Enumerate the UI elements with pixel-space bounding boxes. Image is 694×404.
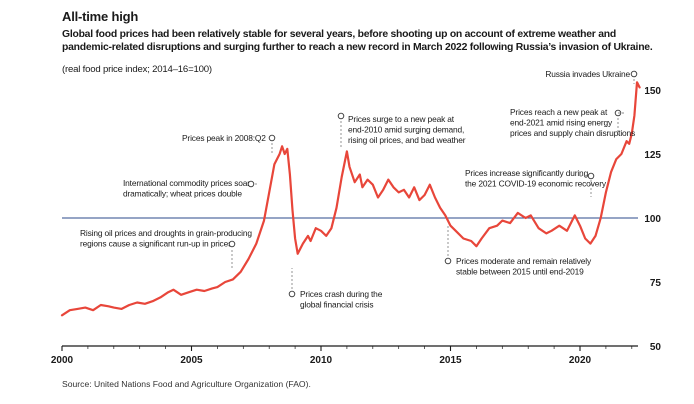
- annotation-marker: [630, 70, 638, 78]
- annotation-text: Prices moderate and remain relatively: [456, 256, 592, 266]
- annotation-text: the 2021 COVID-19 economic recovery: [465, 179, 607, 189]
- annotation-text: global financial crisis: [300, 300, 373, 310]
- annotation-text: regions cause a significant run-up in pr…: [80, 239, 232, 249]
- annotation-text: Prices peak in 2008:Q2: [182, 133, 266, 143]
- annotation-text: Prices reach a new peak at: [510, 107, 608, 117]
- annotation-text: Russia invades Ukraine: [545, 69, 630, 79]
- annotation-marker: [268, 134, 276, 142]
- x-tick-label: 2015: [439, 355, 462, 366]
- x-tick-label: 2020: [569, 355, 592, 366]
- source-note: Source: United Nations Food and Agricult…: [62, 379, 311, 389]
- annotation-text: Prices increase significantly during: [465, 168, 589, 178]
- y-tick-label: 75: [650, 278, 662, 289]
- annotation-marker: [247, 180, 255, 188]
- annotation-text: Prices surge to a new peak at: [348, 114, 455, 124]
- annotation-text: prices and supply chain disruptions: [510, 128, 635, 138]
- chart-subtitle: Global food prices had been relatively s…: [62, 29, 653, 53]
- x-tick-label: 2000: [51, 355, 74, 366]
- annotation-marker: [587, 172, 595, 180]
- unit-note: (real food price index; 2014–16=100): [62, 64, 212, 75]
- annotation-text: Rising oil prices and droughts in grain-…: [80, 228, 252, 238]
- annotation-marker: [444, 257, 452, 265]
- annotation-text: end-2021 amid rising energy: [510, 118, 613, 128]
- annotation-text: stable between 2015 until end-2019: [456, 267, 584, 277]
- annotation-marker: [228, 240, 236, 248]
- annotation-text: dramatically; wheat prices double: [123, 189, 242, 199]
- price-index-line: [60, 81, 641, 317]
- annotation-marker: [288, 290, 296, 298]
- annotation-text: International commodity prices soar: [123, 178, 250, 188]
- annotation-marker: [337, 112, 345, 120]
- x-tick-label: 2010: [310, 355, 333, 366]
- x-tick-label: 2005: [180, 355, 203, 366]
- annotation-text: rising oil prices, and bad weather: [348, 135, 466, 145]
- annotation-text: Prices crash during the: [300, 289, 383, 299]
- annotation-text: end-2010 amid surging demand,: [348, 125, 464, 135]
- chart-title: All-time high: [62, 9, 139, 24]
- y-tick-label: 150: [644, 86, 661, 97]
- y-tick-label: 125: [644, 150, 661, 161]
- y-tick-label: 100: [644, 214, 661, 225]
- y-tick-label: 50: [650, 342, 662, 353]
